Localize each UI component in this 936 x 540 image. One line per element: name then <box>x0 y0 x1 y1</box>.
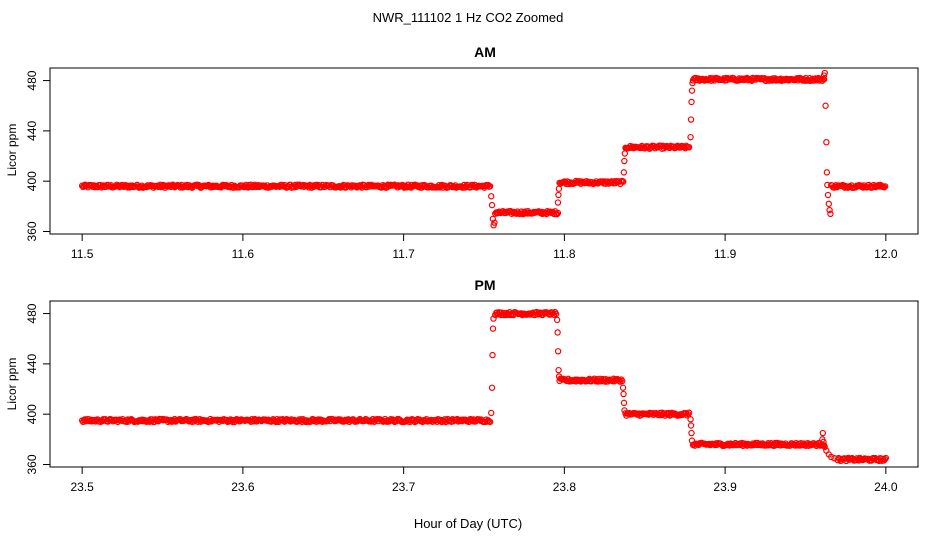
pm-y-axis: 360 400 440 480 <box>25 303 51 475</box>
am-transition-point <box>688 87 696 94</box>
pm-x-tick-label: 23.6 <box>231 480 255 494</box>
am-y-tick-label: 360 <box>25 221 39 241</box>
am-x-axis: 11.5 11.6 11.7 11.8 11.9 12.0 <box>71 233 898 261</box>
am-transition-point <box>822 102 829 109</box>
pm-transition-point <box>488 409 495 417</box>
am-transition-point <box>489 215 497 223</box>
pm-y-tick-label: 480 <box>25 303 39 323</box>
am-data-points <box>78 69 889 229</box>
figure-title: NWR_111102 1 Hz CO2 Zoomed <box>373 10 564 25</box>
pm-transition-point <box>621 407 628 414</box>
pm-transition-point <box>488 384 496 391</box>
am-transition-point <box>620 169 628 176</box>
am-panel: AM Licor ppm 11.5 11.6 11.7 11.8 11.9 12.0 36… <box>5 44 919 261</box>
pm-transition-point <box>688 429 695 437</box>
pm-data-point <box>486 418 494 426</box>
pm-x-tick-label: 23.5 <box>70 480 94 494</box>
x-axis-label: Hour of Day (UTC) <box>414 516 522 531</box>
pm-y-tick-label: 440 <box>25 354 39 374</box>
am-x-tick-label: 11.6 <box>232 247 255 261</box>
pm-x-axis: 23.5 23.6 23.7 23.8 23.9 24.0 <box>70 466 898 494</box>
pm-transition-point <box>620 390 627 398</box>
pm-transition-point <box>555 373 563 380</box>
pm-data-point <box>881 455 889 463</box>
pm-transition-point <box>489 325 497 332</box>
am-transition-point <box>621 150 629 157</box>
am-x-tick-label: 11.8 <box>553 247 576 261</box>
am-transition-point <box>491 219 498 226</box>
am-y-axis-label: Licor ppm <box>5 124 19 177</box>
am-transition-point <box>554 199 562 206</box>
pm-transition-point <box>831 455 838 462</box>
am-y-tick-label: 400 <box>25 171 39 191</box>
am-data-point <box>486 183 494 190</box>
am-data-point <box>554 209 562 217</box>
am-transition-point <box>821 69 828 77</box>
am-transition-point <box>689 79 696 87</box>
pm-x-tick-label: 24.0 <box>874 480 898 494</box>
am-transition-point <box>827 210 834 218</box>
pm-y-tick-label: 400 <box>25 404 39 424</box>
pm-data-point <box>552 310 560 318</box>
pm-panel: PM Licor ppm 23.5 23.6 23.7 23.8 23.9 24.0 36… <box>5 277 919 494</box>
pm-transition-point <box>821 443 828 451</box>
pm-transition-point <box>620 399 628 407</box>
pm-transition-point <box>819 429 827 437</box>
am-transition-point <box>688 98 695 106</box>
am-data-point <box>620 178 627 185</box>
am-y-tick-label: 440 <box>25 121 39 141</box>
pm-data-points <box>78 308 890 465</box>
am-data-point <box>685 144 693 151</box>
am-transition-point <box>555 185 563 192</box>
am-transition-point <box>687 133 694 141</box>
am-transition-point <box>687 116 695 123</box>
am-transition-point <box>823 138 830 146</box>
pm-transition-point <box>553 316 561 324</box>
am-transition-point <box>823 169 831 176</box>
am-data-point <box>820 76 828 83</box>
pm-data-point <box>619 377 626 385</box>
pm-transition-point <box>619 384 627 391</box>
pm-panel-title: PM <box>475 277 496 293</box>
am-transition-point <box>488 193 495 200</box>
pm-x-tick-label: 23.9 <box>713 480 737 494</box>
pm-transition-point <box>687 422 695 429</box>
am-transition-point <box>824 181 831 189</box>
am-data-point <box>881 184 888 191</box>
am-transition-point <box>488 201 496 209</box>
pm-data-point <box>685 409 693 416</box>
am-transition-point <box>555 191 562 199</box>
am-transition-point <box>825 200 832 208</box>
am-transition-point <box>824 191 832 199</box>
pm-y-axis-label: Licor ppm <box>5 358 19 411</box>
am-x-tick-label: 11.7 <box>392 247 415 261</box>
pm-y-tick-label: 360 <box>25 454 39 474</box>
pm-x-tick-label: 23.7 <box>392 480 416 494</box>
am-x-tick-label: 11.9 <box>714 247 737 261</box>
am-data-point <box>882 183 889 190</box>
pm-data-point <box>882 454 890 462</box>
pm-transition-point <box>554 348 562 355</box>
pm-data-point <box>304 418 312 425</box>
am-plot-frame <box>49 67 919 235</box>
pm-transition-point <box>490 315 497 322</box>
pm-transition-point <box>828 453 835 461</box>
am-transition-point <box>826 206 833 214</box>
pm-transition-point <box>554 329 561 336</box>
pm-transition-point <box>688 437 696 444</box>
am-y-tick-label: 480 <box>25 70 39 90</box>
pm-x-tick-label: 23.8 <box>553 480 577 494</box>
am-x-tick-label: 11.5 <box>71 247 94 261</box>
am-panel-title: AM <box>474 44 496 60</box>
am-data-point <box>553 210 561 218</box>
pm-transition-point <box>489 351 496 359</box>
am-x-tick-label: 12.0 <box>874 247 898 261</box>
am-transition-point <box>621 157 628 165</box>
pm-transition-point <box>687 416 694 423</box>
am-y-axis: 360 400 440 480 <box>25 70 51 242</box>
pm-transition-point <box>555 366 562 374</box>
